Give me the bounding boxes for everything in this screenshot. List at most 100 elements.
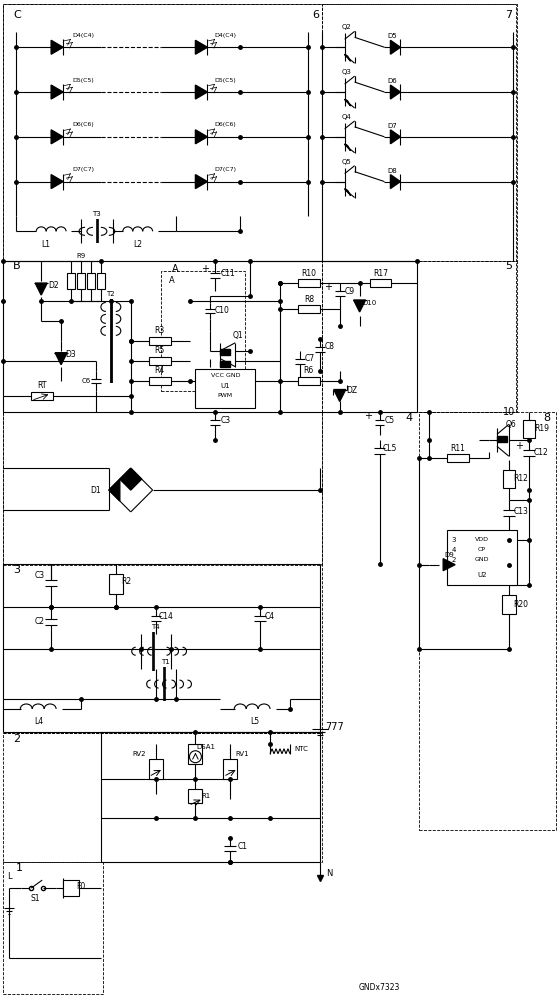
Polygon shape xyxy=(51,130,63,144)
Text: T3: T3 xyxy=(93,211,101,217)
Text: R10: R10 xyxy=(301,269,316,278)
Polygon shape xyxy=(345,189,350,196)
Bar xyxy=(3,862,103,994)
Text: C7: C7 xyxy=(305,354,315,363)
Text: GNDx7323: GNDx7323 xyxy=(359,983,400,992)
Text: C14: C14 xyxy=(158,612,173,621)
Text: D6(C6): D6(C6) xyxy=(215,122,236,127)
Text: GND: GND xyxy=(475,557,489,562)
Text: 1: 1 xyxy=(16,863,23,873)
Bar xyxy=(298,279,320,287)
Text: Q2: Q2 xyxy=(342,24,352,30)
Text: 2: 2 xyxy=(13,734,21,744)
Bar xyxy=(87,273,95,289)
Text: L: L xyxy=(7,872,12,881)
Text: C6: C6 xyxy=(82,378,91,384)
Bar xyxy=(196,369,255,408)
Text: C10: C10 xyxy=(215,306,230,315)
Text: 6: 6 xyxy=(312,10,319,20)
Text: C3: C3 xyxy=(220,416,230,425)
Bar xyxy=(419,412,556,830)
Text: R3: R3 xyxy=(154,326,165,335)
Text: 777: 777 xyxy=(325,722,344,732)
Text: DZ: DZ xyxy=(346,386,357,395)
Bar xyxy=(322,4,516,412)
Polygon shape xyxy=(390,40,400,54)
Text: D6: D6 xyxy=(387,78,397,84)
Text: A: A xyxy=(172,264,179,274)
Text: D4(C4): D4(C4) xyxy=(72,33,94,38)
Text: RV1: RV1 xyxy=(235,751,249,757)
Text: VCC GND: VCC GND xyxy=(211,373,240,378)
Bar xyxy=(149,357,170,365)
Text: D3: D3 xyxy=(65,350,77,359)
Text: R2: R2 xyxy=(122,577,132,586)
Polygon shape xyxy=(196,40,207,54)
Text: +: + xyxy=(201,264,210,274)
Text: 7: 7 xyxy=(505,10,513,20)
Bar xyxy=(77,273,85,289)
Bar xyxy=(3,564,322,733)
Bar xyxy=(502,595,516,614)
Text: N: N xyxy=(326,869,333,878)
Text: C8: C8 xyxy=(325,342,335,351)
Bar xyxy=(3,261,322,412)
Text: D7(C7): D7(C7) xyxy=(214,167,236,172)
Text: 5: 5 xyxy=(505,261,513,271)
Text: NTC: NTC xyxy=(294,746,308,752)
Text: C2: C2 xyxy=(34,617,44,626)
Polygon shape xyxy=(354,300,366,312)
Text: +: + xyxy=(515,441,523,451)
Text: CL5: CL5 xyxy=(382,444,397,453)
Polygon shape xyxy=(51,175,63,189)
Text: T4: T4 xyxy=(151,624,160,630)
Text: R19: R19 xyxy=(534,424,549,433)
Bar xyxy=(3,412,322,565)
Bar xyxy=(63,880,79,896)
Text: R8: R8 xyxy=(304,295,314,304)
Bar xyxy=(188,744,202,764)
Polygon shape xyxy=(345,54,350,61)
Text: C1: C1 xyxy=(237,842,247,851)
Polygon shape xyxy=(196,85,207,99)
Text: T1: T1 xyxy=(161,659,170,665)
Text: R12: R12 xyxy=(513,474,528,483)
Bar xyxy=(447,454,469,462)
Bar xyxy=(31,392,53,400)
Text: CP: CP xyxy=(478,547,486,552)
Text: D5: D5 xyxy=(387,33,397,39)
Text: 3: 3 xyxy=(452,537,456,543)
Bar xyxy=(503,470,515,488)
Polygon shape xyxy=(497,436,507,442)
Bar xyxy=(188,789,202,803)
Text: R9: R9 xyxy=(77,253,86,259)
Text: PWM: PWM xyxy=(217,393,233,398)
Polygon shape xyxy=(109,479,120,501)
Bar xyxy=(149,337,170,345)
Text: 8: 8 xyxy=(543,413,550,423)
Bar xyxy=(298,377,320,385)
Polygon shape xyxy=(390,130,400,144)
Text: U1: U1 xyxy=(220,383,230,389)
Text: C12: C12 xyxy=(533,448,548,457)
Polygon shape xyxy=(35,283,47,295)
Polygon shape xyxy=(120,468,141,490)
Bar xyxy=(369,279,391,287)
Bar xyxy=(3,412,322,564)
Text: L4: L4 xyxy=(35,717,44,726)
Text: D4(C4): D4(C4) xyxy=(214,33,236,38)
Text: Q5: Q5 xyxy=(342,159,352,165)
Text: U2: U2 xyxy=(477,572,487,578)
Polygon shape xyxy=(390,85,400,99)
Text: A: A xyxy=(169,276,174,285)
Polygon shape xyxy=(220,349,230,355)
Text: C: C xyxy=(13,10,21,20)
Text: RV2: RV2 xyxy=(132,751,146,757)
Text: C3: C3 xyxy=(34,571,44,580)
Text: +: + xyxy=(363,411,372,421)
Polygon shape xyxy=(55,353,67,365)
Bar xyxy=(3,733,322,862)
Text: C4: C4 xyxy=(265,612,275,621)
Text: D8: D8 xyxy=(387,168,397,174)
Text: D5(C5): D5(C5) xyxy=(215,78,236,83)
